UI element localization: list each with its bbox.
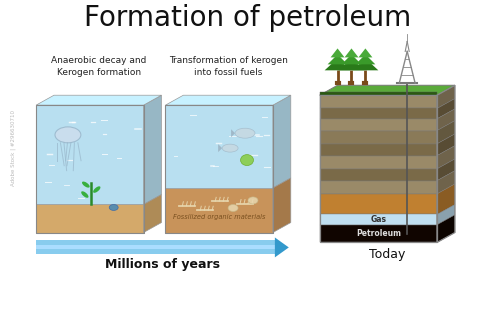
Polygon shape xyxy=(437,159,455,181)
Ellipse shape xyxy=(81,191,88,198)
Polygon shape xyxy=(358,48,372,57)
Polygon shape xyxy=(320,225,437,242)
Polygon shape xyxy=(218,144,222,152)
Ellipse shape xyxy=(240,155,254,166)
Polygon shape xyxy=(166,95,291,105)
Text: Adobe Stock | #296630710: Adobe Stock | #296630710 xyxy=(10,110,16,186)
Text: Millions of years: Millions of years xyxy=(105,258,220,271)
Polygon shape xyxy=(320,85,455,95)
Polygon shape xyxy=(324,58,350,70)
Ellipse shape xyxy=(235,128,255,138)
Polygon shape xyxy=(437,134,455,156)
Polygon shape xyxy=(320,144,437,156)
Polygon shape xyxy=(328,54,347,64)
Polygon shape xyxy=(320,194,437,214)
Polygon shape xyxy=(356,54,376,64)
Polygon shape xyxy=(320,169,437,181)
Polygon shape xyxy=(320,156,437,169)
Polygon shape xyxy=(320,214,437,225)
Polygon shape xyxy=(144,95,162,205)
Polygon shape xyxy=(273,95,291,188)
Polygon shape xyxy=(166,188,273,232)
Polygon shape xyxy=(437,109,455,130)
Ellipse shape xyxy=(109,205,118,210)
Polygon shape xyxy=(275,237,289,257)
Polygon shape xyxy=(437,85,455,109)
Polygon shape xyxy=(36,245,275,249)
Text: Formation of petroleum: Formation of petroleum xyxy=(84,4,411,32)
Text: Transformation of kerogen
into fossil fuels: Transformation of kerogen into fossil fu… xyxy=(168,56,288,77)
Polygon shape xyxy=(320,119,437,130)
Polygon shape xyxy=(36,105,144,205)
Polygon shape xyxy=(144,195,162,232)
Polygon shape xyxy=(320,181,437,194)
Polygon shape xyxy=(352,58,378,70)
Text: Petroleum: Petroleum xyxy=(356,229,401,238)
Polygon shape xyxy=(231,129,235,137)
Ellipse shape xyxy=(82,182,90,188)
Polygon shape xyxy=(437,99,455,119)
Polygon shape xyxy=(320,109,437,119)
Polygon shape xyxy=(320,95,437,109)
Polygon shape xyxy=(437,146,455,169)
Polygon shape xyxy=(338,58,364,70)
Text: Today: Today xyxy=(369,248,406,261)
Ellipse shape xyxy=(248,197,258,204)
Polygon shape xyxy=(36,205,144,232)
Text: Fossilized organic materials: Fossilized organic materials xyxy=(173,214,266,220)
Polygon shape xyxy=(166,105,273,188)
Polygon shape xyxy=(36,95,162,105)
Ellipse shape xyxy=(222,144,238,152)
Polygon shape xyxy=(320,130,437,144)
Polygon shape xyxy=(330,48,344,57)
Polygon shape xyxy=(437,121,455,144)
Text: Gas: Gas xyxy=(370,215,386,224)
Polygon shape xyxy=(437,171,455,194)
Ellipse shape xyxy=(228,205,238,211)
Polygon shape xyxy=(342,54,361,64)
Polygon shape xyxy=(320,92,437,95)
Polygon shape xyxy=(36,240,275,254)
Ellipse shape xyxy=(93,186,100,193)
Polygon shape xyxy=(344,48,358,57)
Polygon shape xyxy=(437,205,455,225)
Ellipse shape xyxy=(55,127,81,143)
Polygon shape xyxy=(437,215,455,242)
Polygon shape xyxy=(273,178,291,232)
Polygon shape xyxy=(437,184,455,214)
Text: Anaerobic decay and
Kerogen formation: Anaerobic decay and Kerogen formation xyxy=(51,56,146,77)
